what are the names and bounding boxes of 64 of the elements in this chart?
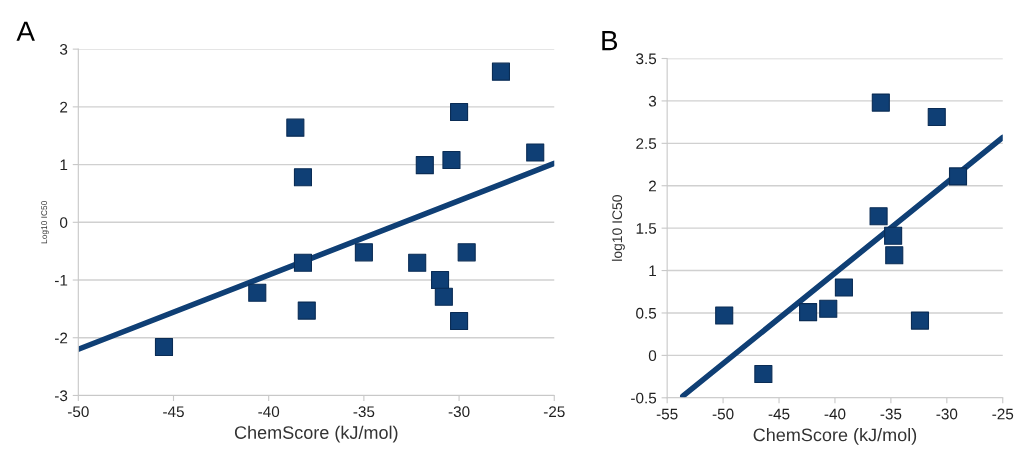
point bbox=[450, 102, 469, 122]
point bbox=[869, 207, 888, 226]
x-tick-label: -30 bbox=[936, 408, 958, 420]
x-axis-title: ChemScore (kJ/mol) bbox=[753, 428, 917, 445]
point bbox=[442, 150, 461, 170]
point bbox=[415, 156, 434, 175]
x-tick-label: -40 bbox=[824, 408, 846, 420]
point bbox=[450, 311, 469, 331]
x-tick-label: -40 bbox=[258, 406, 280, 418]
x-tick-label: -50 bbox=[712, 408, 734, 420]
y-tick-label: 0.5 bbox=[636, 307, 657, 319]
y-tick-label: 0 bbox=[648, 350, 657, 362]
point bbox=[885, 246, 904, 265]
point bbox=[434, 287, 453, 306]
point bbox=[799, 303, 818, 322]
y-tick-label: -2 bbox=[54, 332, 68, 344]
y-tick-label: 2 bbox=[649, 180, 656, 192]
x-tick-label: -35 bbox=[353, 406, 375, 418]
y-tick-label: 2.5 bbox=[636, 138, 657, 150]
point bbox=[286, 118, 305, 137]
point bbox=[834, 278, 853, 297]
point bbox=[715, 306, 734, 325]
y-tick-label: -0.5 bbox=[631, 392, 657, 404]
y-tick-label: -1 bbox=[54, 275, 68, 286]
x-tick-label: -55 bbox=[656, 408, 678, 420]
point bbox=[297, 301, 316, 320]
point bbox=[154, 337, 174, 357]
point bbox=[884, 226, 903, 245]
point bbox=[871, 93, 890, 112]
y-tick-label: 0 bbox=[59, 217, 68, 228]
point bbox=[927, 107, 946, 127]
x-tick-label: -30 bbox=[448, 406, 470, 418]
y-tick-label: 2 bbox=[60, 101, 68, 113]
x-tick-label: -45 bbox=[768, 408, 790, 420]
x-axis-title: ChemScore (kJ/mol) bbox=[234, 425, 398, 443]
point bbox=[430, 270, 450, 290]
point bbox=[910, 311, 930, 330]
point bbox=[491, 62, 511, 81]
y-tick-label: 1.5 bbox=[636, 223, 657, 234]
y-tick-label: -3 bbox=[54, 390, 68, 402]
y-tick-label: 3.5 bbox=[636, 53, 657, 65]
chart-title: B bbox=[602, 31, 618, 51]
point bbox=[457, 243, 476, 262]
point bbox=[819, 299, 838, 318]
x-tick-label: -45 bbox=[163, 406, 184, 418]
y-tick-label: 1 bbox=[60, 159, 68, 171]
y-axis-title: log10 IC50 bbox=[611, 195, 625, 261]
point bbox=[248, 283, 267, 302]
x-tick-label: -25 bbox=[543, 406, 565, 418]
point bbox=[354, 243, 373, 262]
point bbox=[293, 168, 313, 187]
x-tick-label: -35 bbox=[880, 408, 902, 420]
point bbox=[293, 253, 313, 272]
point bbox=[408, 253, 427, 272]
chart-title: A bbox=[16, 21, 35, 41]
point bbox=[754, 364, 773, 384]
y-tick-label: 1 bbox=[649, 265, 656, 277]
y-tick-label: 3 bbox=[648, 95, 657, 107]
point bbox=[526, 143, 545, 162]
x-tick-label: -25 bbox=[992, 408, 1014, 420]
y-tick-label: 3 bbox=[59, 44, 68, 55]
x-tick-label: -50 bbox=[67, 406, 89, 418]
point bbox=[948, 167, 968, 186]
y-axis-title: Log10 IC50 bbox=[41, 201, 49, 244]
